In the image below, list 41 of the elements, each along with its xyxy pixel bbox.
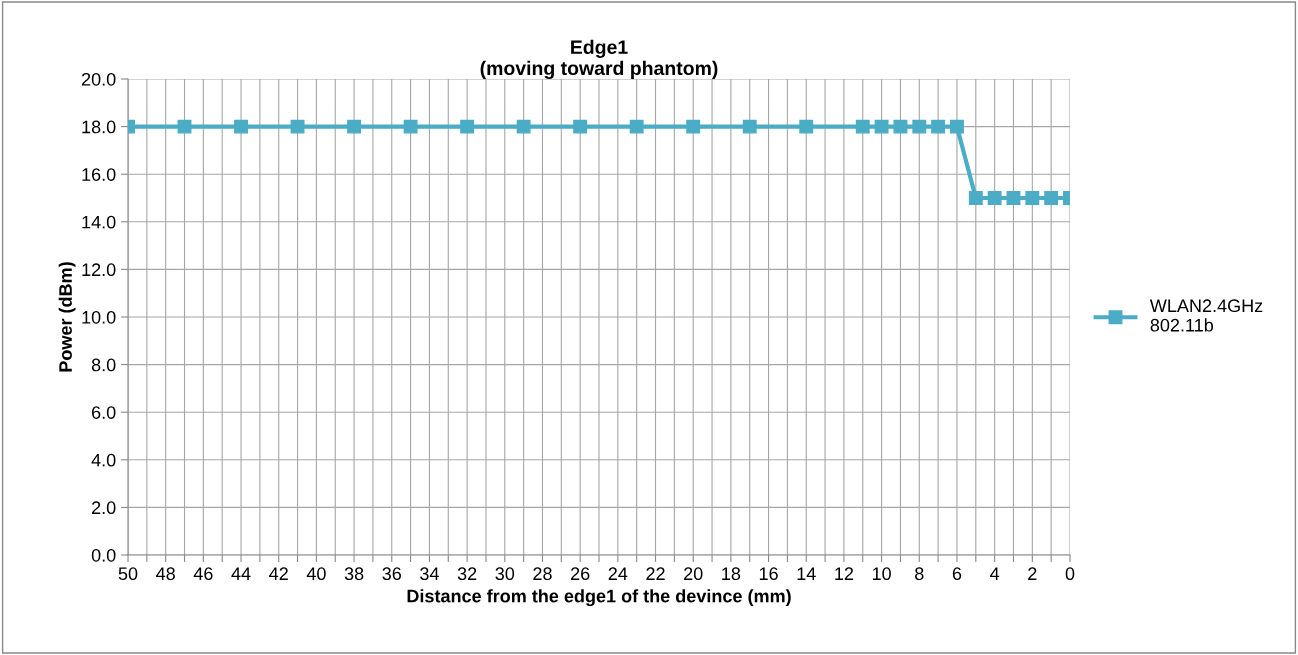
x-tick-label: 46 <box>193 567 213 581</box>
x-tick-label: 34 <box>420 567 439 581</box>
legend-label: WLAN2.4GHz 802.11b <box>1149 299 1263 332</box>
y-tick-label: 12.0 <box>82 263 116 277</box>
x-tick-label: 44 <box>231 567 251 580</box>
y-tick-label: 0.0 <box>91 548 116 562</box>
x-tick-label: 30 <box>495 567 515 581</box>
y-axis-title: Power (dBm) <box>58 262 76 372</box>
x-tick-label: 40 <box>306 567 326 581</box>
chart-title: Edge1 (moving toward phantom) <box>480 39 718 79</box>
x-tick-label: 38 <box>344 567 364 581</box>
x-tick-label: 10 <box>872 567 891 581</box>
y-tick-label: 16.0 <box>82 168 116 181</box>
y-tick-label: 20.0 <box>81 72 116 86</box>
x-tick-label: 50 <box>118 567 138 581</box>
y-tick-label: 14.0 <box>82 215 116 229</box>
y-tick-label: 10.0 <box>82 310 116 324</box>
x-tick-label: 28 <box>533 567 552 581</box>
y-tick-label: 8.0 <box>91 358 116 372</box>
x-tick-label: 6 <box>952 567 962 581</box>
x-tick-label: 22 <box>646 567 665 580</box>
x-tick-label: 48 <box>156 567 175 581</box>
x-tick-label: 20 <box>684 567 703 581</box>
x-tick-label: 36 <box>382 567 402 581</box>
x-tick-label: 42 <box>269 567 288 580</box>
x-tick-label: 18 <box>722 567 741 581</box>
x-tick-label: 8 <box>915 567 924 581</box>
x-tick-label: 32 <box>457 567 477 581</box>
x-tick-label: 26 <box>571 567 590 581</box>
x-tick-label: 0 <box>1065 567 1075 581</box>
x-tick-label: 14 <box>797 567 816 580</box>
y-tick-label: 4.0 <box>91 453 116 467</box>
y-tick-label: 18.0 <box>82 120 116 134</box>
x-tick-label: 4 <box>990 567 1000 580</box>
y-tick-label: 6.0 <box>92 406 116 419</box>
x-tick-label: 16 <box>759 567 778 581</box>
x-tick-label: 12 <box>835 567 854 580</box>
x-axis-title: Distance from the edge1 of the devince (mm) <box>407 589 791 607</box>
y-tick-label: 2.0 <box>92 501 116 515</box>
x-tick-label: 2 <box>1028 567 1037 580</box>
x-tick-label: 24 <box>608 567 628 580</box>
